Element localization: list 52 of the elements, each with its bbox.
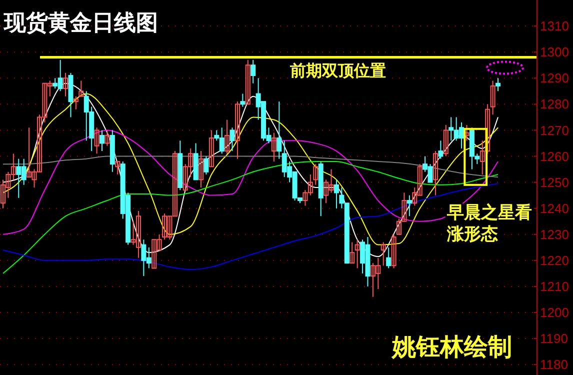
y-tick-label: 1190 <box>540 331 568 346</box>
y-tick-label: 1250 <box>540 174 569 190</box>
candlestick <box>276 101 282 160</box>
y-tick-label: 1280 <box>540 96 569 112</box>
candlestick <box>78 80 84 97</box>
annotation: 姚钰林绘制 <box>391 333 512 361</box>
candlestick <box>245 59 250 105</box>
candlestick <box>386 246 392 269</box>
candlestick <box>230 127 235 152</box>
y-tick-label: 1180 <box>540 357 568 372</box>
candlestick <box>115 160 120 175</box>
candlestick <box>406 194 412 217</box>
candlestick <box>73 96 78 110</box>
candlestick <box>204 156 209 175</box>
y-tick-label: 1270 <box>540 122 569 138</box>
y-tick-label: 1220 <box>540 252 569 268</box>
annotation: 前期双顶位置 <box>289 61 386 80</box>
y-tick-label: 1230 <box>540 226 569 242</box>
candlestick <box>490 80 496 116</box>
candlestick <box>313 164 318 186</box>
candlestick <box>496 78 500 92</box>
candlestick <box>104 130 110 146</box>
candlestick <box>432 150 438 196</box>
candlestick <box>271 132 276 162</box>
y-tick-label: 1290 <box>540 70 569 86</box>
y-tick-label: 1260 <box>540 148 569 164</box>
candlestick <box>350 242 355 264</box>
candlestick <box>438 140 444 160</box>
candlestick <box>94 127 100 154</box>
candlestick <box>63 72 68 97</box>
candlestick <box>443 124 448 157</box>
y-tick-label: 1210 <box>540 279 569 294</box>
candlestick <box>334 179 339 209</box>
line-series <box>2 183 498 270</box>
candlestick <box>208 130 214 168</box>
line-series <box>2 160 498 274</box>
candlestick <box>464 124 470 142</box>
candlestick <box>234 101 240 160</box>
candlestick <box>380 242 386 266</box>
candlestick <box>240 93 246 108</box>
candlestick <box>100 130 104 152</box>
y-tick-label: 1310 <box>540 18 569 34</box>
annotation: 早晨之星看涨形态 <box>446 203 532 244</box>
candlestick <box>391 234 396 269</box>
candlestick <box>198 150 204 188</box>
y-tick-label: 1240 <box>540 200 569 216</box>
text: 现货黄金日线图 <box>3 11 158 36</box>
y-tick-label: 1300 <box>540 44 569 60</box>
y-tick-label: 1200 <box>540 305 569 320</box>
candlestick <box>250 59 256 84</box>
candlestick <box>354 239 360 269</box>
candlestick <box>224 119 230 154</box>
